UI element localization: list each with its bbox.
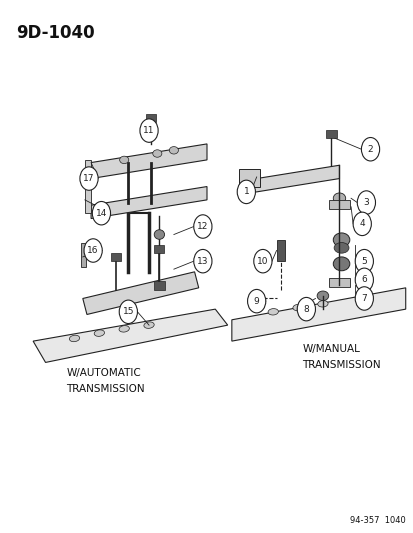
Bar — [325, 130, 336, 138]
Text: TRANSMISSION: TRANSMISSION — [66, 384, 145, 394]
Text: 10: 10 — [256, 257, 268, 265]
Circle shape — [193, 249, 211, 273]
Polygon shape — [91, 187, 206, 219]
Text: 14: 14 — [95, 209, 107, 217]
Polygon shape — [240, 165, 339, 195]
Circle shape — [253, 249, 271, 273]
Circle shape — [356, 191, 375, 214]
Polygon shape — [83, 272, 198, 314]
Ellipse shape — [292, 304, 302, 311]
Circle shape — [354, 287, 373, 310]
Circle shape — [247, 289, 265, 313]
Circle shape — [237, 180, 255, 204]
Ellipse shape — [332, 257, 349, 271]
Ellipse shape — [332, 233, 349, 247]
Circle shape — [361, 138, 379, 161]
Ellipse shape — [152, 150, 161, 157]
Circle shape — [297, 297, 315, 321]
Ellipse shape — [119, 326, 129, 332]
Text: 2: 2 — [367, 145, 373, 154]
Bar — [154, 245, 164, 253]
Text: 7: 7 — [361, 294, 366, 303]
Bar — [81, 243, 85, 266]
Bar — [328, 200, 349, 209]
Text: 9: 9 — [253, 297, 259, 305]
Bar — [154, 281, 164, 290]
Ellipse shape — [332, 193, 345, 204]
Ellipse shape — [268, 309, 278, 315]
Bar — [239, 169, 259, 187]
Circle shape — [80, 167, 98, 190]
Ellipse shape — [316, 291, 328, 301]
Text: 5: 5 — [361, 257, 366, 265]
Text: 15: 15 — [122, 308, 134, 316]
Ellipse shape — [169, 147, 178, 154]
Bar — [276, 240, 284, 261]
Ellipse shape — [119, 156, 128, 164]
Polygon shape — [85, 160, 91, 213]
Text: 12: 12 — [197, 222, 208, 231]
Ellipse shape — [317, 301, 327, 307]
Circle shape — [193, 215, 211, 238]
Polygon shape — [91, 144, 206, 179]
Text: TRANSMISSION: TRANSMISSION — [301, 360, 380, 370]
Text: 16: 16 — [87, 246, 99, 255]
Bar — [145, 114, 156, 122]
Ellipse shape — [333, 243, 348, 253]
Text: W/MANUAL: W/MANUAL — [301, 344, 359, 354]
Circle shape — [119, 300, 137, 324]
Circle shape — [140, 119, 158, 142]
Circle shape — [354, 249, 373, 273]
Text: 13: 13 — [197, 257, 208, 265]
Bar — [328, 278, 349, 287]
Text: 17: 17 — [83, 174, 95, 183]
Ellipse shape — [144, 322, 154, 328]
Ellipse shape — [69, 335, 79, 342]
Circle shape — [352, 212, 370, 236]
Ellipse shape — [154, 230, 164, 239]
Text: 8: 8 — [303, 305, 309, 313]
Polygon shape — [231, 288, 405, 341]
Text: W/AUTOMATIC: W/AUTOMATIC — [66, 368, 141, 378]
Text: 11: 11 — [143, 126, 154, 135]
Text: 4: 4 — [358, 220, 364, 228]
Bar — [111, 253, 121, 261]
Text: 3: 3 — [363, 198, 368, 207]
Circle shape — [92, 201, 110, 225]
Circle shape — [84, 239, 102, 262]
Text: 94-357  1040: 94-357 1040 — [349, 516, 405, 525]
Ellipse shape — [94, 330, 104, 336]
Circle shape — [249, 292, 259, 305]
Text: 1: 1 — [243, 188, 249, 196]
Polygon shape — [33, 309, 227, 362]
Text: 9D-1040: 9D-1040 — [17, 24, 95, 42]
Circle shape — [354, 268, 373, 292]
Text: 6: 6 — [361, 276, 366, 284]
